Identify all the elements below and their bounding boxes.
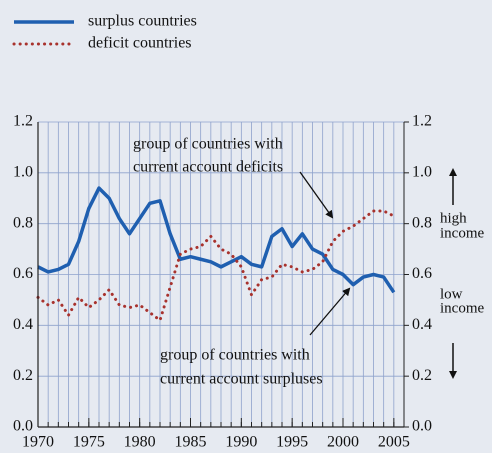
- x-tick-label: 1975: [73, 434, 105, 451]
- annotation: group of countries with: [133, 136, 283, 153]
- x-tick-label: 2000: [327, 434, 359, 451]
- y-tick-label: 1.0: [13, 164, 33, 181]
- annotation: income: [440, 225, 484, 241]
- y-tick-label: 0.0: [13, 418, 33, 435]
- annotation: high: [440, 210, 467, 226]
- annotation: current account surpluses: [160, 371, 323, 388]
- annotation: low: [440, 286, 463, 302]
- y2-tick-label: 0.6: [412, 265, 432, 282]
- x-tick-label: 1980: [124, 434, 156, 451]
- y2-tick-label: 0.0: [412, 418, 432, 435]
- y2-tick-label: 0.2: [412, 367, 432, 384]
- y-tick-label: 0.2: [13, 367, 33, 384]
- x-tick-label: 1985: [175, 434, 207, 451]
- y2-tick-label: 1.0: [412, 164, 432, 181]
- annotation: current account deficits: [133, 159, 283, 176]
- annotation-arrow: [309, 287, 351, 336]
- y2-tick-label: 1.2: [412, 113, 432, 130]
- y2-tick-label: 0.4: [412, 316, 432, 333]
- annotation: group of countries with: [160, 347, 310, 364]
- series-line: [37, 186, 396, 294]
- annotation-arrow: [299, 171, 334, 219]
- y-tick-label: 0.4: [13, 316, 33, 333]
- x-tick-label: 1995: [276, 434, 308, 451]
- y2-tick-label: 0.8: [412, 214, 432, 231]
- x-tick-label: 1990: [225, 434, 257, 451]
- y-tick-label: 0.6: [13, 265, 33, 282]
- legend-label: surplus countries: [88, 13, 197, 30]
- series-line: [36, 209, 396, 323]
- x-tick-label: 2005: [378, 434, 410, 451]
- legend-label: deficit countries: [88, 35, 192, 52]
- annotation: income: [440, 300, 484, 316]
- x-tick-label: 1970: [22, 434, 54, 451]
- y-tick-label: 1.2: [13, 113, 33, 130]
- y-tick-label: 0.8: [13, 214, 33, 231]
